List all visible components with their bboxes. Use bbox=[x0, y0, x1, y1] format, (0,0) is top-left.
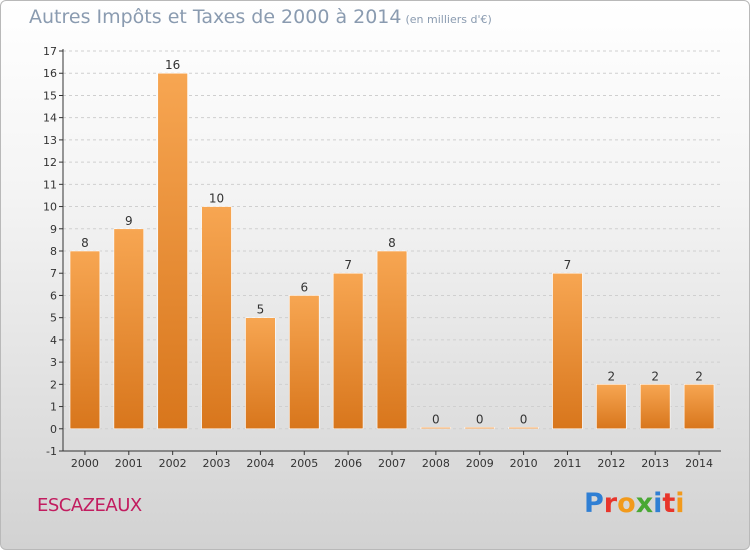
data-label: 16 bbox=[165, 58, 180, 72]
chart-title: Autres Impôts et Taxes de 2000 à 2014 (en… bbox=[29, 6, 492, 28]
bar bbox=[508, 426, 539, 430]
data-label: 9 bbox=[125, 214, 133, 228]
bar bbox=[639, 384, 671, 430]
x-tick-label: 2001 bbox=[115, 457, 143, 470]
y-tick-label: 12 bbox=[43, 156, 57, 169]
x-tick-label: 2006 bbox=[334, 457, 362, 470]
bar bbox=[596, 384, 627, 430]
data-label: 7 bbox=[564, 258, 572, 272]
chart-title-text: Autres Impôts et Taxes de 2000 à 2014 bbox=[29, 6, 402, 28]
y-tick-label: 17 bbox=[43, 45, 57, 58]
y-tick-label: 1 bbox=[50, 401, 57, 414]
y-tick-label: 10 bbox=[43, 201, 57, 214]
logo-letter: t bbox=[662, 488, 676, 519]
x-tick-label: 2004 bbox=[246, 457, 274, 470]
bar bbox=[464, 426, 495, 430]
bar bbox=[201, 206, 232, 430]
y-tick-label: 8 bbox=[50, 245, 57, 258]
x-tick-label: 2014 bbox=[685, 457, 713, 470]
y-tick-label: 16 bbox=[43, 67, 57, 80]
data-label: 0 bbox=[432, 412, 440, 426]
y-tick-label: 13 bbox=[43, 134, 57, 147]
logo-letter: i bbox=[675, 488, 685, 519]
x-tick-label: 2013 bbox=[641, 457, 669, 470]
logo-letter: r bbox=[603, 488, 618, 519]
bar bbox=[157, 72, 188, 430]
data-label: 2 bbox=[608, 369, 616, 383]
logo-letter: o bbox=[617, 488, 636, 519]
place-name: ESCAZEAUX bbox=[37, 495, 142, 516]
x-tick-label: 2008 bbox=[422, 457, 450, 470]
logo-letter: x bbox=[635, 488, 654, 519]
y-tick-label: 6 bbox=[50, 289, 57, 302]
logo-letter: i bbox=[653, 488, 663, 519]
data-label: 2 bbox=[651, 369, 659, 383]
bar bbox=[113, 228, 145, 430]
bar bbox=[420, 426, 452, 430]
y-tick-label: 4 bbox=[50, 334, 57, 347]
labels: -101234567891011121314151617820009200116… bbox=[43, 45, 713, 470]
y-tick-label: -1 bbox=[46, 445, 57, 458]
data-label: 8 bbox=[81, 236, 89, 250]
bar bbox=[289, 295, 320, 430]
y-tick-label: 15 bbox=[43, 89, 57, 102]
data-label: 7 bbox=[344, 258, 352, 272]
bar bbox=[69, 250, 101, 430]
bar bbox=[245, 317, 276, 430]
x-tick-label: 2003 bbox=[203, 457, 231, 470]
x-tick-label: 2009 bbox=[466, 457, 494, 470]
chart-title-unit: (en milliers d'€) bbox=[405, 13, 492, 26]
logo-letter: P bbox=[584, 488, 604, 519]
y-tick-label: 2 bbox=[50, 378, 57, 391]
x-tick-label: 2007 bbox=[378, 457, 406, 470]
data-label: 2 bbox=[695, 369, 703, 383]
x-tick-label: 2010 bbox=[510, 457, 538, 470]
proxiti-logo: Proxiti bbox=[584, 488, 685, 519]
y-tick-label: 11 bbox=[43, 178, 57, 191]
data-label: 10 bbox=[209, 192, 224, 206]
bar bbox=[552, 272, 583, 430]
data-label: 6 bbox=[300, 280, 308, 294]
x-tick-label: 2011 bbox=[553, 457, 581, 470]
x-tick-label: 2012 bbox=[597, 457, 625, 470]
y-tick-label: 7 bbox=[50, 267, 57, 280]
bar bbox=[376, 250, 408, 430]
data-label: 0 bbox=[520, 412, 528, 426]
y-tick-label: 5 bbox=[50, 312, 57, 325]
bar bbox=[683, 384, 715, 430]
x-tick-label: 2005 bbox=[290, 457, 318, 470]
bars bbox=[69, 72, 715, 430]
y-tick-label: 3 bbox=[50, 356, 57, 369]
data-label: 5 bbox=[257, 303, 265, 317]
x-tick-label: 2000 bbox=[71, 457, 99, 470]
y-tick-label: 9 bbox=[50, 223, 57, 236]
bar bbox=[332, 272, 364, 430]
x-tick-label: 2002 bbox=[159, 457, 187, 470]
axes bbox=[59, 49, 721, 455]
data-label: 8 bbox=[388, 236, 396, 250]
y-tick-label: 14 bbox=[43, 112, 57, 125]
data-label: 0 bbox=[476, 412, 484, 426]
y-tick-label: 0 bbox=[50, 423, 57, 436]
